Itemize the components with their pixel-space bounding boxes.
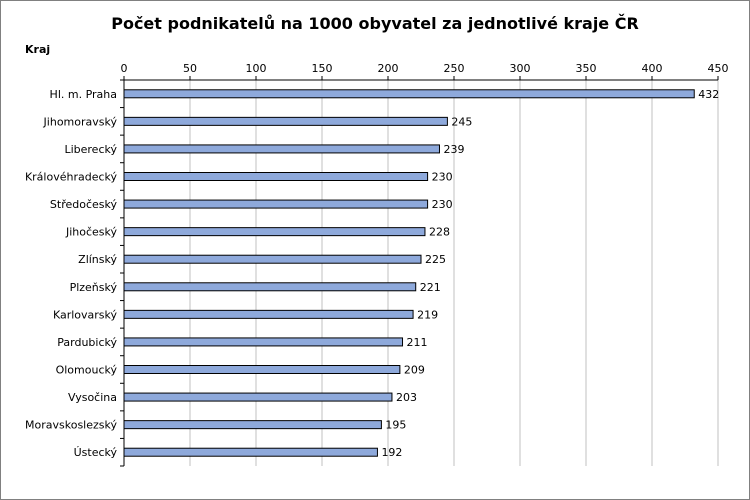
bar bbox=[123, 420, 382, 430]
bar bbox=[123, 116, 448, 126]
category-label: Hl. m. Praha bbox=[50, 88, 117, 101]
bar bbox=[123, 172, 429, 181]
chart-title: Počet podnikatelů na 1000 obyvatel za je… bbox=[111, 14, 639, 33]
data-label: 195 bbox=[385, 419, 406, 432]
data-label: 432 bbox=[698, 88, 719, 101]
data-label: 219 bbox=[417, 308, 438, 321]
data-label: 192 bbox=[381, 446, 402, 459]
x-tick-label: 400 bbox=[642, 62, 663, 75]
category-axis-title: Kraj bbox=[25, 43, 51, 56]
category-label: Jihočeský bbox=[65, 226, 118, 239]
category-label: Liberecký bbox=[64, 143, 117, 156]
data-label: 230 bbox=[432, 198, 453, 211]
category-label: Královéhradecký bbox=[25, 171, 118, 184]
data-label: 230 bbox=[432, 171, 453, 184]
x-tick-label: 50 bbox=[183, 62, 197, 75]
x-tick-label: 100 bbox=[246, 62, 267, 75]
bar bbox=[123, 392, 393, 402]
data-label: 209 bbox=[404, 364, 425, 377]
data-label: 228 bbox=[429, 226, 450, 239]
category-label: Karlovarský bbox=[53, 308, 118, 321]
category-label: Plzeňský bbox=[70, 281, 118, 294]
category-label: Středočeský bbox=[50, 198, 118, 211]
x-tick-label: 150 bbox=[312, 62, 333, 75]
category-label: Olomoucký bbox=[56, 364, 118, 377]
x-tick-label: 250 bbox=[444, 62, 465, 75]
category-label: Ústecký bbox=[74, 446, 118, 459]
category-label: Vysočina bbox=[68, 391, 117, 404]
bar bbox=[123, 199, 429, 209]
category-label: Jihomoravský bbox=[43, 115, 118, 128]
bar bbox=[123, 337, 404, 347]
category-label: Zlínský bbox=[78, 253, 117, 266]
bar bbox=[123, 89, 695, 99]
bar bbox=[123, 447, 378, 457]
x-tick-label: 0 bbox=[121, 62, 128, 75]
category-label: Pardubický bbox=[57, 336, 117, 349]
bar bbox=[123, 144, 440, 154]
bar bbox=[123, 227, 426, 237]
data-label: 221 bbox=[420, 281, 441, 294]
data-label: 245 bbox=[451, 115, 472, 128]
bar bbox=[123, 254, 422, 264]
category-label: Moravskoslezský bbox=[25, 419, 117, 432]
x-tick-label: 200 bbox=[378, 62, 399, 75]
x-tick-label: 450 bbox=[708, 62, 729, 75]
data-label: 225 bbox=[425, 253, 446, 266]
bar bbox=[123, 309, 414, 319]
x-tick-label: 350 bbox=[576, 62, 597, 75]
bar bbox=[123, 282, 417, 292]
x-tick-label: 300 bbox=[510, 62, 531, 75]
data-label: 211 bbox=[407, 336, 428, 349]
data-label: 203 bbox=[396, 391, 417, 404]
bar bbox=[123, 365, 401, 374]
data-label: 239 bbox=[443, 143, 464, 156]
